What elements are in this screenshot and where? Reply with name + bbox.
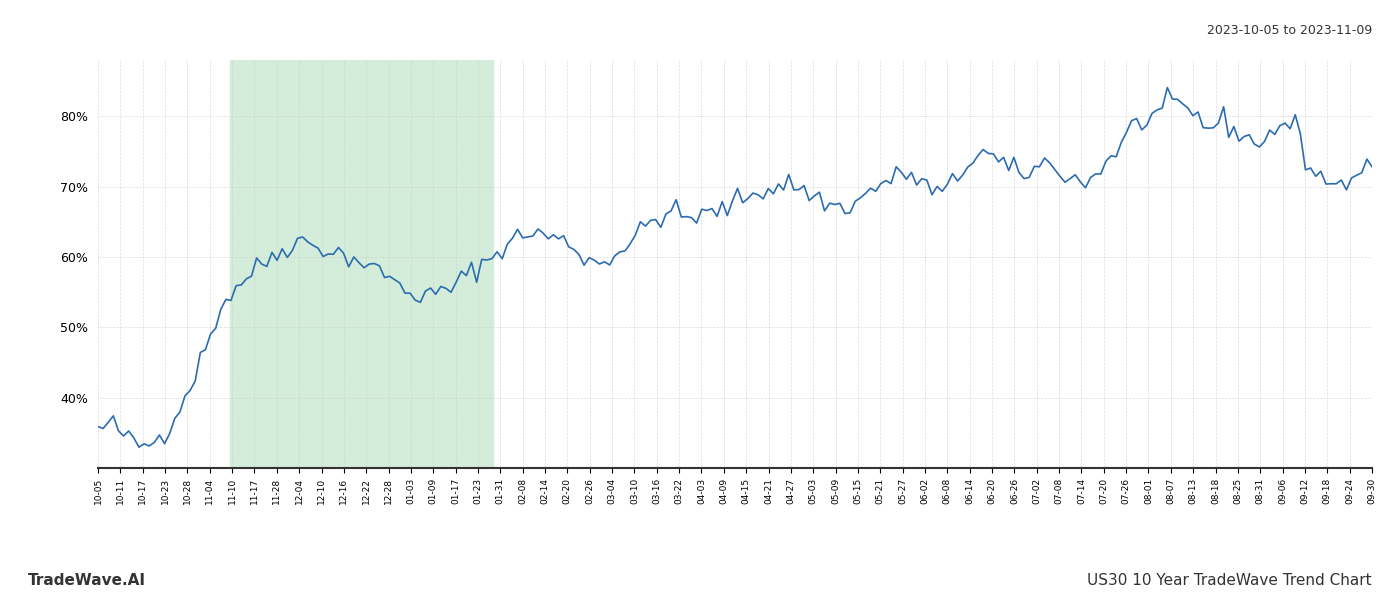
Text: 2023-10-05 to 2023-11-09: 2023-10-05 to 2023-11-09 [1207, 24, 1372, 37]
Bar [230, 60, 493, 468]
Text: TradeWave.AI: TradeWave.AI [28, 573, 146, 588]
Text: US30 10 Year TradeWave Trend Chart: US30 10 Year TradeWave Trend Chart [1088, 573, 1372, 588]
